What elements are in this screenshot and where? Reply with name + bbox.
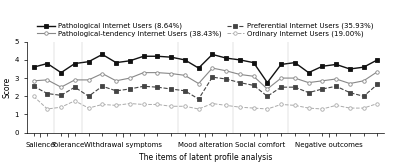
Y-axis label: Score: Score	[3, 77, 12, 98]
Legend: Pathological Internet Users (8.64%), Pathological-tendency Internet Users (38.43: Pathological Internet Users (8.64%), Pat…	[38, 23, 374, 37]
X-axis label: The items of latent profile analysis: The items of latent profile analysis	[139, 153, 272, 162]
